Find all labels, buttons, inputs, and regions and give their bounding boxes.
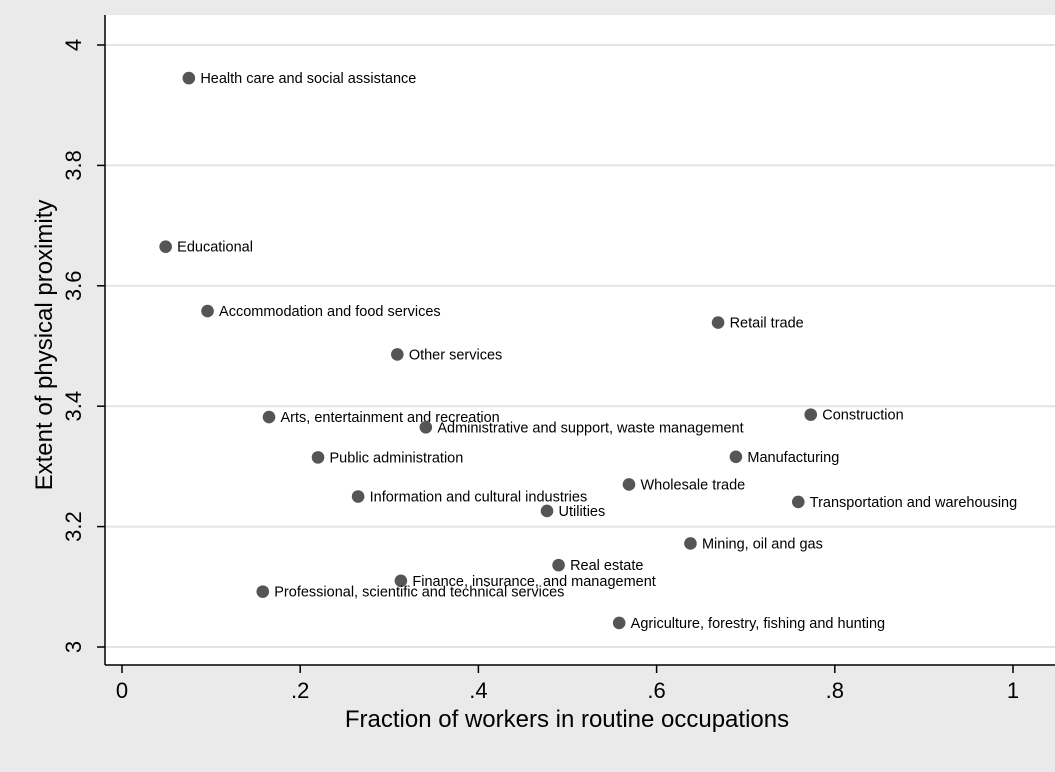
data-point — [540, 504, 554, 518]
data-label: Public administration — [330, 450, 464, 466]
axis-ticks: 3 3.2 3.4 3.6 3.8 4 0 .2 .4 .6 .8 1 — [61, 39, 1019, 703]
data-label: Information and cultural industries — [370, 490, 588, 506]
data-label: Accommodation and food services — [219, 304, 441, 320]
x-tick-label: .2 — [291, 678, 309, 703]
data-label: Educational — [177, 240, 253, 256]
data-label: Real estate — [570, 558, 643, 574]
x-tick-label: .4 — [469, 678, 487, 703]
data-point — [262, 410, 276, 424]
data-point — [622, 478, 636, 491]
data-point — [711, 316, 725, 329]
data-point — [684, 537, 697, 550]
data-label: Wholesale trade — [640, 477, 745, 493]
data-point — [201, 304, 214, 318]
data-point — [804, 408, 818, 421]
y-tick-label: 3.6 — [61, 271, 86, 302]
data-label: Retail trade — [730, 316, 804, 332]
data-label: Finance, insurance, and management — [412, 574, 655, 590]
data-points: Health care and social assistance Educati… — [159, 71, 1017, 632]
data-point — [351, 490, 365, 503]
data-label: Arts, entertainment and recreation — [281, 410, 500, 426]
data-point — [791, 495, 805, 509]
data-point — [311, 451, 325, 464]
data-label: Utilities — [559, 504, 606, 520]
x-tick-label: .6 — [647, 678, 665, 703]
data-point — [182, 71, 196, 85]
x-tick-label: .8 — [826, 678, 844, 703]
data-label: Administrative and support, waste manage… — [437, 420, 743, 436]
y-axis-title: Extent of physical proximity — [31, 200, 58, 491]
gridlines — [105, 44, 1055, 648]
data-point — [159, 240, 172, 253]
data-label: Other services — [409, 347, 502, 363]
y-tick-label: 4 — [61, 39, 86, 51]
y-tick-label: 3 — [61, 641, 86, 653]
x-tick-label: 1 — [1007, 678, 1019, 703]
data-label: Agriculture, forestry, fishing and hunti… — [631, 616, 885, 632]
y-tick-label: 3.4 — [61, 391, 86, 422]
data-point — [419, 420, 433, 434]
data-point — [552, 558, 565, 572]
data-point — [729, 450, 743, 464]
data-point — [391, 348, 404, 361]
data-point — [612, 616, 626, 630]
data-label: Mining, oil and gas — [702, 536, 823, 552]
data-point — [256, 585, 270, 598]
x-axis-title: Fraction of workers in routine occupatio… — [345, 706, 789, 733]
y-tick-label: 3.2 — [61, 511, 86, 542]
y-tick-label: 3.8 — [61, 150, 86, 181]
x-tick-label: 0 — [116, 678, 128, 703]
plot-area — [105, 15, 1055, 665]
data-label: Construction — [822, 408, 903, 424]
data-label: Health care and social assistance — [200, 71, 416, 87]
data-point — [394, 574, 408, 588]
data-label: Manufacturing — [747, 450, 839, 466]
data-label: Professional, scientific and technical s… — [274, 585, 564, 601]
data-label: Transportation and warehousing — [810, 495, 1017, 511]
